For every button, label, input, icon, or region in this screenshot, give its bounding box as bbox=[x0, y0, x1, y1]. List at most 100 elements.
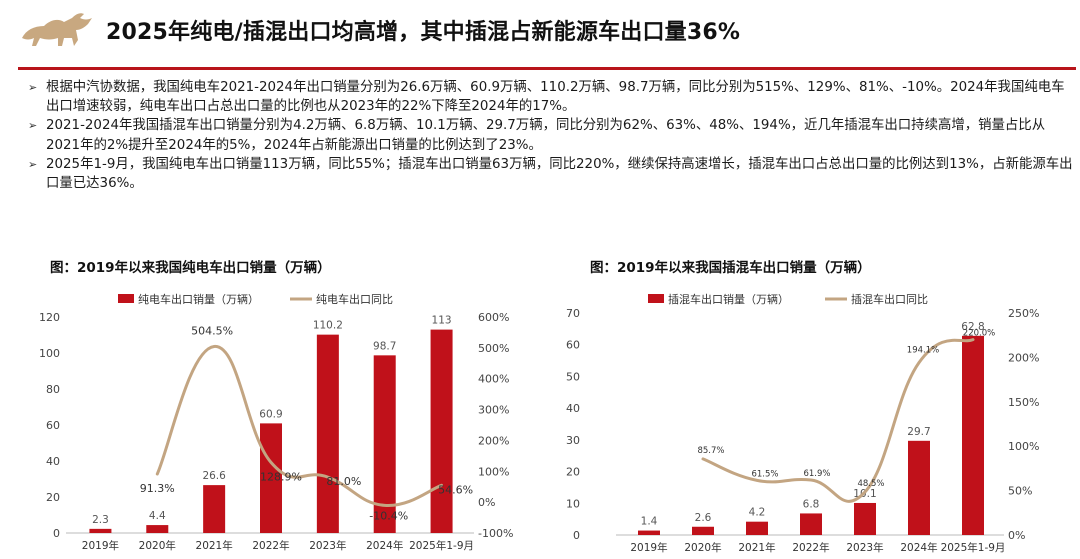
left-axis-tick-label: 0 bbox=[573, 529, 580, 542]
legend-bar-swatch bbox=[648, 294, 664, 303]
left-axis-tick-label: 120 bbox=[39, 311, 60, 324]
x-tick-label: 2023年 bbox=[309, 539, 346, 552]
bar bbox=[908, 440, 930, 535]
phev-export-chart: 插混车出口销量（万辆） 插混车出口同比 0 10 20 30 40 50 60 70 0% 50% 10… bbox=[566, 292, 1039, 554]
x-tick-label: 2019年 bbox=[82, 539, 119, 552]
bar bbox=[316, 334, 339, 533]
bev-export-chart: 纯电车出口销量（万辆） 纯电车出口同比 0 20 40 60 80 100 120 -100% 0%… bbox=[39, 292, 513, 552]
chart-caption-phev: 图：2019年以来我国插混车出口销量（万辆） bbox=[590, 260, 871, 276]
left-axis-tick-label: 70 bbox=[566, 307, 580, 320]
bullet-text: 2021-2024年我国插混车出口销量分别为4.2万辆、6.8万辆、10.1万辆… bbox=[46, 118, 1046, 153]
bar-value-label: 6.8 bbox=[803, 498, 820, 510]
x-tick-label: 2025年1-9月 bbox=[941, 541, 1006, 554]
bullet-text: 根据中汽协数据，我国纯电车2021-2024年出口销量分别为26.6万辆、60.… bbox=[46, 80, 1065, 115]
bar bbox=[146, 525, 169, 533]
yoy-line bbox=[701, 338, 975, 503]
right-axis-tick-label: 400% bbox=[478, 373, 509, 386]
left-axis-tick-label: 100 bbox=[39, 347, 60, 360]
bar bbox=[260, 423, 282, 533]
bar bbox=[746, 521, 768, 535]
left-axis-tick-label: 20 bbox=[566, 466, 580, 479]
right-axis-tick-label: 100% bbox=[478, 465, 509, 478]
arrow-bullet-icon: ➢ bbox=[28, 157, 38, 171]
bar bbox=[373, 355, 396, 533]
yoy-line bbox=[155, 344, 444, 507]
bar bbox=[203, 485, 226, 533]
right-axis-tick-label: 150% bbox=[1008, 396, 1039, 409]
bar-value-label: 98.7 bbox=[373, 340, 396, 352]
line-value-label: 61.9% bbox=[803, 469, 830, 479]
x-tick-label: 2024年 bbox=[900, 541, 937, 554]
bar-value-label: 2.3 bbox=[92, 514, 109, 526]
bar-value-label: 2.6 bbox=[695, 512, 712, 524]
right-axis-tick-label: 50% bbox=[1008, 485, 1032, 498]
legend-line-label: 插混车出口同比 bbox=[851, 292, 928, 306]
left-axis-tick-label: 0 bbox=[53, 527, 60, 540]
bar bbox=[692, 526, 714, 535]
bull-logo bbox=[22, 13, 92, 47]
left-axis-tick-label: 60 bbox=[566, 339, 580, 352]
left-axis-tick-label: 30 bbox=[566, 434, 580, 447]
left-axis-tick-label: 40 bbox=[46, 455, 60, 468]
legend-line-label: 纯电车出口同比 bbox=[316, 292, 393, 306]
arrow-bullet-icon: ➢ bbox=[28, 119, 38, 133]
bullet-item: ➢ 根据中汽协数据，我国纯电车2021-2024年出口销量分别为26.6万辆、6… bbox=[28, 78, 1076, 116]
left-axis-tick-label: 80 bbox=[46, 383, 60, 396]
right-axis-tick-label: 250% bbox=[1008, 307, 1039, 320]
x-tick-label: 2021年 bbox=[738, 541, 775, 554]
line-value-label: 91.3% bbox=[140, 482, 175, 495]
line-value-label: 128.9% bbox=[260, 470, 302, 483]
x-tick-label: 2021年 bbox=[196, 539, 233, 552]
line-value-label: 85.7% bbox=[697, 446, 724, 456]
right-axis-tick-label: 600% bbox=[478, 311, 509, 324]
x-tick-label: 2023年 bbox=[846, 541, 883, 554]
bar bbox=[962, 335, 984, 535]
bullet-text: 2025年1-9月，我国纯电车出口销量113万辆，同比55%；插混车出口销量63… bbox=[46, 156, 1073, 192]
bar-value-label: 110.2 bbox=[313, 320, 343, 332]
x-tick-label: 2019年 bbox=[630, 541, 667, 554]
bullet-item: ➢ 2021-2024年我国插混车出口销量分别为4.2万辆、6.8万辆、10.1… bbox=[28, 116, 1076, 154]
page-title: 2025年纯电/插混出口均高增，其中插混占新能源车出口量36% bbox=[106, 20, 741, 45]
bullet-item: ➢ 2025年1-9月，我国纯电车出口销量113万辆，同比55%；插混车出口销量… bbox=[28, 155, 1076, 193]
bar-value-label: 26.6 bbox=[202, 470, 226, 482]
legend-bar-label: 插混车出口销量（万辆） bbox=[668, 292, 789, 306]
right-axis-tick-label: 500% bbox=[478, 342, 509, 355]
bar-value-label: 62.8 bbox=[961, 321, 984, 333]
bar bbox=[854, 502, 876, 535]
line-value-label: 220.0% bbox=[963, 329, 995, 339]
bar bbox=[430, 329, 453, 533]
line-value-label: 194.1% bbox=[907, 346, 939, 356]
right-axis-tick-label: 200% bbox=[1008, 351, 1039, 364]
arrow-bullet-icon: ➢ bbox=[28, 81, 38, 94]
bar bbox=[638, 530, 660, 535]
bar-value-label: 29.7 bbox=[907, 426, 930, 438]
x-tick-label: 2022年 bbox=[792, 541, 829, 554]
x-tick-label: 2020年 bbox=[139, 539, 176, 552]
bar-value-label: 4.2 bbox=[749, 507, 766, 519]
line-value-label: 61.5% bbox=[751, 469, 778, 479]
left-axis-tick-label: 10 bbox=[566, 497, 580, 510]
bar-value-label: 1.4 bbox=[641, 516, 658, 528]
bullet-list: ➢ 根据中汽协数据，我国纯电车2021-2024年出口销量分别为26.6万辆、6… bbox=[28, 78, 1076, 193]
line-value-label: 504.5% bbox=[191, 324, 233, 337]
bar-value-label: 113 bbox=[432, 315, 452, 327]
line-value-label: 81.0% bbox=[326, 475, 361, 488]
left-axis-tick-label: 50 bbox=[566, 370, 580, 383]
bar bbox=[800, 513, 822, 535]
bar bbox=[89, 528, 112, 533]
x-tick-label: 2020年 bbox=[684, 541, 721, 554]
bar-value-label: 4.4 bbox=[149, 510, 166, 522]
left-axis-tick-label: 20 bbox=[46, 491, 60, 504]
right-axis-tick-label: -100% bbox=[478, 527, 513, 540]
x-tick-label: 2025年1-9月 bbox=[409, 539, 474, 552]
right-axis-tick-label: 0% bbox=[478, 496, 495, 509]
right-axis-tick-label: 200% bbox=[478, 434, 509, 447]
line-value-label: 48.5% bbox=[857, 479, 884, 489]
line-value-label: 54.6% bbox=[438, 483, 473, 496]
bar-value-label: 60.9 bbox=[259, 408, 282, 420]
left-axis-tick-label: 40 bbox=[566, 402, 580, 415]
left-axis-tick-label: 60 bbox=[46, 419, 60, 432]
right-axis-tick-label: 300% bbox=[478, 404, 509, 417]
right-axis-tick-label: 100% bbox=[1008, 440, 1039, 453]
legend-bar-label: 纯电车出口销量（万辆） bbox=[138, 292, 259, 306]
